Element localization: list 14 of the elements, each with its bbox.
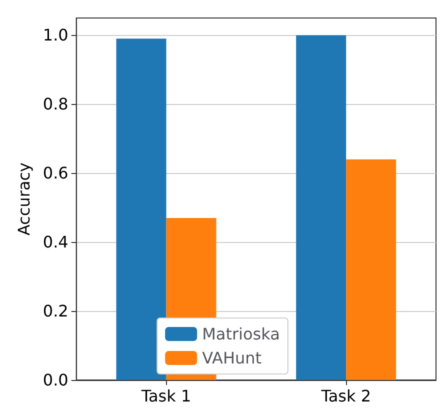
x-tick-label: Task 1 bbox=[140, 386, 192, 406]
x-tick-label: Task 2 bbox=[320, 386, 371, 406]
y-tick-label: 0.2 bbox=[42, 302, 68, 321]
y-tick-label: 1.0 bbox=[42, 26, 68, 45]
bar bbox=[346, 159, 396, 380]
bar bbox=[296, 35, 346, 380]
y-tick-label: 0.0 bbox=[42, 370, 68, 390]
y-tick-label: 0.6 bbox=[42, 164, 68, 183]
legend-label: Matrioska bbox=[202, 324, 280, 344]
y-tick-label: 0.8 bbox=[42, 94, 68, 114]
y-axis-title: Accuracy bbox=[14, 162, 34, 236]
y-tick-label: 0.4 bbox=[42, 232, 68, 252]
bar bbox=[116, 38, 166, 380]
legend-label: VAHunt bbox=[202, 348, 262, 368]
